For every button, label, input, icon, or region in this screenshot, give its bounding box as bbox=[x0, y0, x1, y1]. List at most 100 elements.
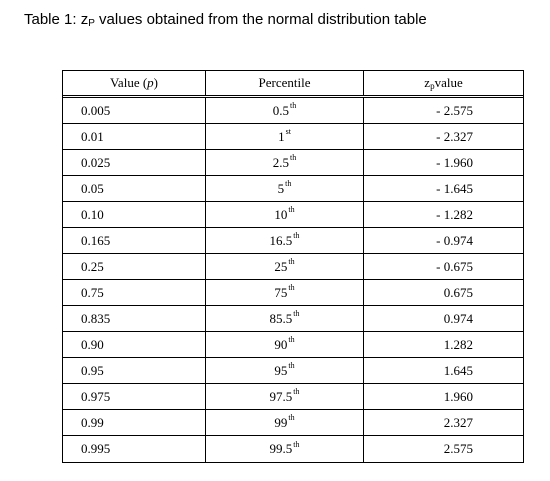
caption-prefix: Table 1: bbox=[24, 11, 81, 28]
table-row: 0.995 99.5 th 2.575 bbox=[63, 436, 523, 462]
caption-z: z bbox=[80, 11, 89, 28]
percentile-suffix: th bbox=[288, 205, 295, 214]
table-caption: Table 1: zP values obtained from the nor… bbox=[24, 11, 427, 29]
cell-value: 0.165 bbox=[63, 228, 206, 253]
cell-z-value: - 1.282 bbox=[436, 206, 473, 222]
cell-value: 0.99 bbox=[63, 410, 206, 435]
header-z: z bbox=[424, 75, 431, 90]
cell-percentile: 0.5 th bbox=[206, 98, 364, 123]
cell-z-value: - 0.974 bbox=[436, 232, 473, 248]
cell-value: 0.835 bbox=[63, 306, 206, 331]
cell-value: 0.01 bbox=[63, 124, 206, 149]
header-z-subscript: p bbox=[430, 81, 435, 91]
cell-z-value: 2.327 bbox=[443, 414, 473, 430]
cell-z-value: 1.645 bbox=[443, 362, 473, 378]
cell-percentile: 99.5 th bbox=[206, 436, 364, 462]
percentile-number: 1 bbox=[278, 128, 285, 144]
percentile-number: 10 bbox=[274, 206, 288, 222]
cell-value: 0.025 bbox=[63, 150, 206, 175]
header-value-var: p bbox=[147, 75, 154, 90]
percentile-suffix: th bbox=[293, 387, 300, 396]
percentile-suffix: th bbox=[288, 283, 295, 292]
cell-z-value: 0.974 bbox=[443, 310, 473, 326]
percentile-suffix: th bbox=[290, 101, 297, 110]
cell-value: 0.10 bbox=[63, 202, 206, 227]
cell-value: 0.995 bbox=[63, 436, 206, 462]
header-value: Value (p) bbox=[63, 71, 206, 95]
cell-percentile: 85.5 th bbox=[206, 306, 364, 331]
cell-z-value: - 2.575 bbox=[436, 102, 473, 118]
cell-z-value: - 2.327 bbox=[436, 128, 473, 144]
cell-value: 0.05 bbox=[63, 176, 206, 201]
cell-value: 0.975 bbox=[63, 384, 206, 409]
cell-z-value: 2.575 bbox=[443, 441, 473, 456]
table-row: 0.005 0.5 th - 2.575 bbox=[63, 98, 523, 124]
cell-value: 0.005 bbox=[63, 98, 206, 123]
cell-value: 0.90 bbox=[63, 332, 206, 357]
percentile-number: 0.5 bbox=[272, 102, 289, 118]
percentile-number: 75 bbox=[274, 284, 288, 300]
percentile-number: 90 bbox=[274, 336, 288, 352]
table-row: 0.975 97.5 th 1.960 bbox=[63, 384, 523, 410]
cell-z-value: 1.960 bbox=[443, 388, 473, 404]
cell-percentile: 97.5 th bbox=[206, 384, 364, 409]
percentile-number: 2.5 bbox=[272, 154, 289, 170]
cell-z-value: 1.282 bbox=[443, 336, 473, 352]
percentile-suffix: th bbox=[288, 413, 295, 422]
table-row: 0.165 16.5 th - 0.974 bbox=[63, 228, 523, 254]
cell-value: 0.25 bbox=[63, 254, 206, 279]
cell-z-value: - 1.645 bbox=[436, 180, 473, 196]
header-z-rest: value bbox=[434, 75, 463, 90]
percentile-number: 5 bbox=[277, 180, 285, 196]
cell-z-value: 0.675 bbox=[443, 284, 473, 300]
header-value-label: Value ( bbox=[109, 75, 148, 90]
caption-rest: values obtained from the normal distribu… bbox=[94, 11, 427, 28]
table-row: 0.025 2.5 th - 1.960 bbox=[63, 150, 523, 176]
percentile-number: 99 bbox=[274, 414, 288, 430]
percentile-number: 25 bbox=[274, 258, 288, 274]
cell-value: 0.75 bbox=[63, 280, 206, 305]
percentile-suffix: th bbox=[285, 179, 292, 188]
header-value-close: ) bbox=[153, 75, 159, 90]
table-row: 0.835 85.5 th 0.974 bbox=[63, 306, 523, 332]
cell-z-value: - 0.675 bbox=[436, 258, 473, 274]
percentile-number: 97.5 bbox=[269, 388, 293, 404]
percentile-suffix: th bbox=[288, 361, 295, 370]
cell-z-value: - 1.960 bbox=[436, 154, 473, 170]
percentile-number: 95 bbox=[274, 362, 288, 378]
percentile-suffix: st bbox=[285, 127, 291, 136]
percentile-suffix: th bbox=[288, 257, 295, 266]
cell-value: 0.95 bbox=[63, 358, 206, 383]
percentile-suffix: th bbox=[293, 231, 300, 240]
percentile-suffix: th bbox=[293, 439, 300, 449]
percentile-suffix: th bbox=[288, 335, 295, 344]
percentile-number: 99.5 bbox=[269, 441, 293, 456]
percentile-number: 16.5 bbox=[269, 232, 293, 248]
cell-percentile: 16.5 th bbox=[206, 228, 364, 253]
percentile-number: 85.5 bbox=[269, 310, 293, 326]
percentile-suffix: th bbox=[293, 309, 300, 318]
caption-z-subscript: P bbox=[88, 18, 95, 29]
cell-percentile: 2.5 th bbox=[206, 150, 364, 175]
percentile-suffix: th bbox=[290, 153, 297, 162]
